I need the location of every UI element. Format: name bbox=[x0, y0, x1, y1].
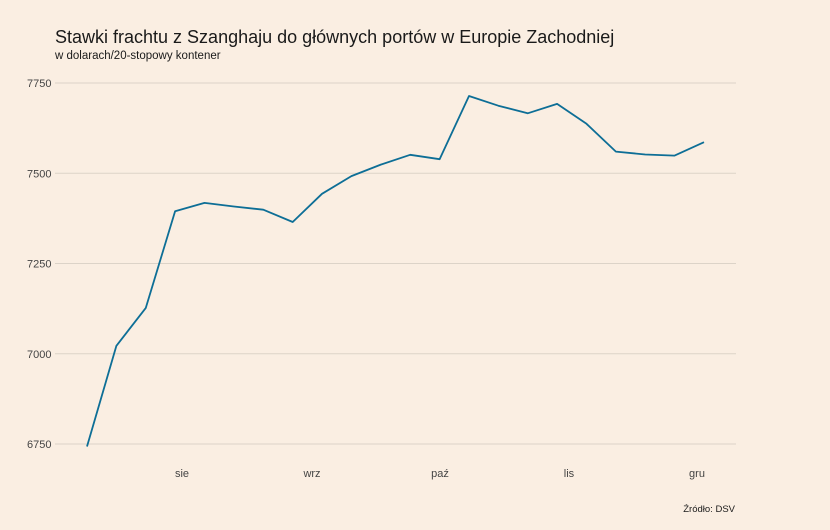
chart-title: Stawki frachtu z Szanghaju do głównych p… bbox=[55, 27, 615, 47]
y-tick-label: 6750 bbox=[27, 439, 51, 451]
source-note: Źródło: DSV bbox=[683, 504, 735, 515]
y-tick-label: 7500 bbox=[27, 168, 51, 180]
gridlines bbox=[55, 82, 736, 445]
y-tick-label: 7750 bbox=[27, 78, 51, 90]
x-tick-label: lis bbox=[564, 468, 575, 480]
chart-subtitle: w dolarach/20-stopowy kontener bbox=[55, 50, 221, 62]
x-tick-label: sie bbox=[175, 468, 189, 480]
x-tick-label: gru bbox=[689, 468, 705, 480]
x-tick-label: paź bbox=[431, 468, 449, 480]
series-line bbox=[86, 95, 705, 447]
y-tick-label: 7250 bbox=[27, 259, 51, 271]
y-axis-labels: 6750 7000 7250 7500 7750 bbox=[27, 78, 51, 451]
x-axis-labels: sie wrz paź lis gru bbox=[175, 468, 705, 480]
y-tick-label: 7000 bbox=[27, 349, 51, 361]
x-tick-label: wrz bbox=[302, 468, 320, 480]
